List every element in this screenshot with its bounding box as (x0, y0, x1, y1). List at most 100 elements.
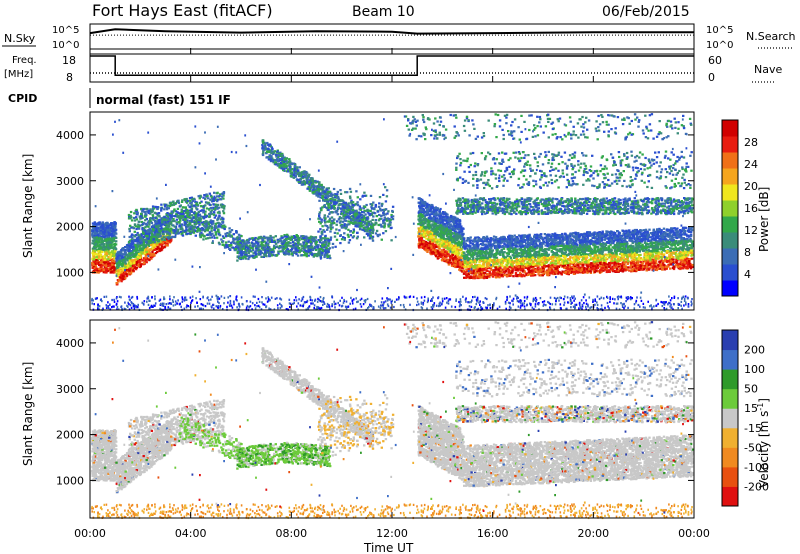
echo-cell (365, 223, 368, 226)
echo-cell (199, 219, 202, 222)
echo-cell (255, 255, 258, 258)
echo-cell (149, 244, 153, 247)
echo-cell (244, 251, 248, 254)
echo-cell (293, 236, 296, 239)
echo-cell (210, 229, 213, 232)
echo-cell (321, 186, 324, 189)
echo-cell (315, 248, 318, 251)
echo-cell (238, 243, 242, 246)
echo-cell (288, 237, 291, 240)
echo-cell (229, 231, 232, 234)
echo-cell (319, 207, 323, 210)
echo-cell (257, 236, 261, 239)
cpid-text: normal (fast) 151 IF (96, 93, 231, 107)
echo-cell (115, 240, 118, 243)
echo-cell (134, 225, 137, 228)
echo-cell (270, 152, 273, 155)
echo-cell (100, 248, 103, 251)
echo-cell (177, 201, 181, 204)
echo-cell (198, 201, 202, 205)
echo-cell (94, 226, 97, 229)
echo-cell (215, 206, 219, 209)
echo-cell (381, 202, 384, 205)
echo-cell (323, 189, 326, 192)
echo-cell (110, 228, 113, 231)
echo-cell (210, 225, 213, 228)
echo-cell (271, 147, 274, 150)
echo-cell (298, 247, 301, 250)
echo-cell (299, 178, 302, 181)
echo-cell (216, 203, 220, 206)
echo-cell (139, 249, 143, 252)
echo-cell (202, 209, 205, 212)
echo-cell (263, 148, 266, 151)
echo-cell (324, 194, 328, 198)
echo-cell (339, 234, 342, 237)
echo-cell (197, 219, 200, 222)
echo-cell (112, 267, 115, 270)
echo-cell (102, 235, 105, 238)
echo-cell (130, 253, 134, 256)
echo-cell (277, 163, 280, 166)
echo-cell (163, 236, 166, 239)
echo-cell (359, 213, 362, 216)
echo-cell (161, 243, 164, 246)
echo-cell (332, 211, 335, 214)
echo-cell (149, 209, 152, 212)
echo-cell (299, 249, 302, 252)
echo-cell (322, 229, 325, 232)
noise-tick-right-bottom: 10^0 (706, 40, 733, 51)
echo-cell (341, 205, 344, 208)
echo-cell (120, 249, 123, 252)
echo-cell (116, 266, 120, 269)
echo-cell (362, 224, 365, 227)
echo-cell (110, 243, 113, 246)
echo-cell (202, 235, 206, 238)
echo-cell (247, 257, 250, 261)
echo-cell (277, 247, 281, 250)
echo-cell (382, 221, 385, 224)
echo-cell (360, 214, 364, 217)
echo-cell (113, 260, 116, 263)
echo-cell (449, 261, 452, 264)
echo-cell (155, 243, 159, 247)
echo-cell (144, 254, 148, 257)
echo-cell (167, 207, 170, 210)
echo-cell (186, 209, 189, 212)
echo-cell (357, 215, 361, 218)
echo-cell (168, 239, 171, 242)
echo-cell (374, 232, 378, 235)
echo-cell (268, 246, 271, 249)
echo-cell (263, 246, 267, 249)
echo-cell (288, 158, 291, 161)
echo-cell (257, 250, 261, 253)
echo-cell (107, 233, 110, 236)
echo-cell (136, 262, 139, 265)
echo-cell (325, 254, 329, 257)
echo-cell (118, 256, 121, 259)
echo-cell (284, 157, 288, 160)
echo-cell (300, 180, 303, 183)
echo-cell (108, 264, 112, 267)
echo-cell (376, 235, 380, 238)
echo-cell (93, 267, 96, 270)
echo-cell (99, 265, 102, 269)
echo-cell (312, 255, 315, 258)
echo-cell (314, 188, 318, 191)
echo-cell (99, 243, 102, 246)
echo-cell (297, 173, 300, 176)
echo-cell (325, 199, 329, 203)
echo-cell (365, 226, 368, 229)
echo-cell (123, 273, 126, 276)
echo-cell (205, 207, 209, 210)
echo-cell (157, 232, 160, 235)
echo-cell (237, 246, 240, 249)
echo-cell (174, 210, 178, 213)
echo-cell (247, 240, 250, 244)
echo-cell (165, 217, 168, 220)
echo-cell (162, 221, 165, 224)
echo-cell (204, 213, 207, 216)
echo-cell (434, 235, 438, 238)
echo-cell (306, 174, 310, 177)
echo-cell (125, 269, 128, 272)
